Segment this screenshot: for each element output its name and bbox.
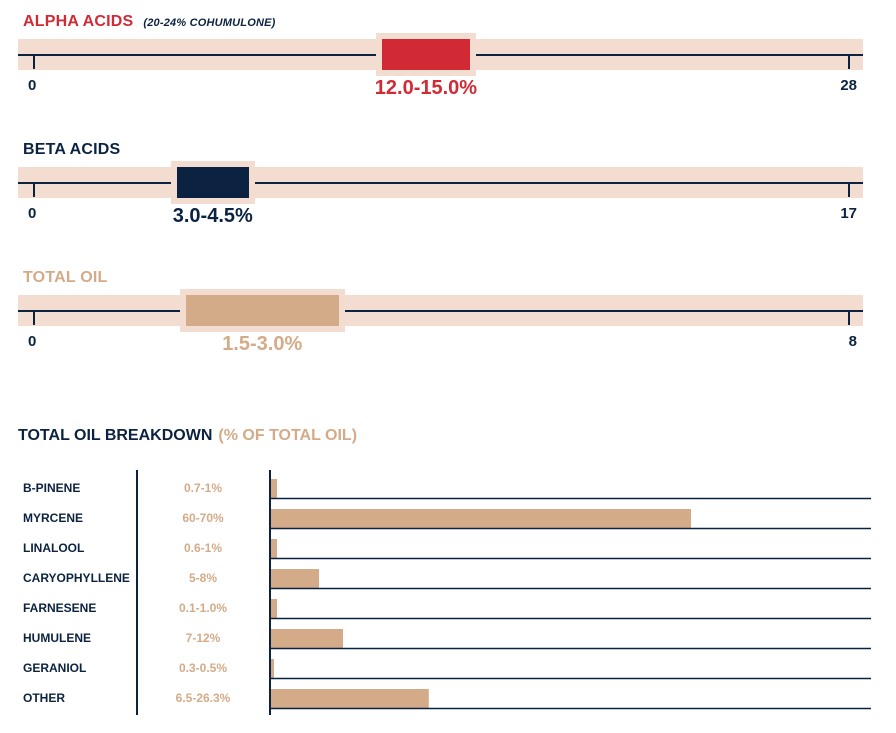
range-value-label: 3.0-4.5% — [172, 205, 253, 227]
category-label: B-PINENE — [23, 481, 80, 495]
range-title-text: BETA ACIDS — [23, 141, 121, 158]
range-value-label: 1.5-3.0% — [222, 333, 303, 355]
range-label: 0.1-1.0% — [179, 601, 227, 615]
oil-breakdown-chart: B-PINENE 0.7-1% MYRCENE 60-70% LINALOOL 0.6-1… — [23, 470, 871, 715]
axis-tick-max — [848, 54, 850, 69]
breakdown-title-text: TOTAL OIL BREAKDOWN — [18, 427, 213, 444]
range-label: 6.5-26.3% — [176, 691, 231, 705]
range-section: TOTAL OIL 1.5-3.0% 0 8 — [0, 269, 896, 389]
bar — [271, 569, 319, 588]
category-label: CARYOPHYLLENE — [23, 571, 130, 585]
range-label: 60-70% — [182, 511, 224, 525]
bar — [271, 689, 429, 708]
range-title-text: ALPHA ACIDS — [23, 13, 134, 30]
axis-min-label: 0 — [28, 333, 37, 350]
category-label: GERANIOL — [23, 661, 86, 675]
range-label: 5-8% — [189, 571, 217, 585]
bar — [271, 659, 274, 678]
range-section: ALPHA ACIDS (20-24% COHUMULONE) 12.0-15.0%… — [0, 13, 896, 133]
category-label: MYRCENE — [23, 511, 83, 525]
breakdown-title: TOTAL OIL BREAKDOWN (% OF TOTAL OIL) — [18, 427, 357, 445]
axis-max-label: 8 — [848, 333, 857, 350]
bar — [271, 599, 277, 618]
breakdown-subtitle: (% OF TOTAL OIL) — [218, 427, 358, 444]
category-label: FARNESENE — [23, 601, 96, 615]
range-block — [185, 295, 339, 326]
bar — [271, 539, 277, 558]
axis-max-label: 28 — [840, 77, 857, 94]
range-value-label: 12.0-15.0% — [374, 77, 478, 99]
range-title: BETA ACIDS — [23, 141, 120, 159]
range-title: ALPHA ACIDS (20-24% COHUMULONE) — [23, 13, 276, 31]
range-label: 0.3-0.5% — [179, 661, 227, 675]
range-label: 0.6-1% — [184, 541, 222, 555]
axis-min-label: 0 — [28, 205, 37, 222]
axis-max-label: 17 — [840, 205, 857, 222]
axis-tick-min — [33, 54, 35, 69]
range-track — [18, 295, 863, 326]
axis-line — [18, 182, 863, 184]
axis-tick-min — [33, 182, 35, 197]
category-label: OTHER — [23, 691, 65, 705]
range-label: 0.7-1% — [184, 481, 222, 495]
range-track — [18, 39, 863, 70]
range-label: 7-12% — [186, 631, 221, 645]
bar — [271, 479, 277, 498]
range-block — [176, 167, 249, 198]
range-section: BETA ACIDS 3.0-4.5% 0 17 — [0, 141, 896, 261]
category-label: HUMULENE — [23, 631, 91, 645]
range-title-text: TOTAL OIL — [23, 269, 108, 286]
axis-tick-min — [33, 310, 35, 325]
axis-tick-max — [848, 182, 850, 197]
range-track — [18, 167, 863, 198]
range-block — [382, 39, 470, 70]
axis-tick-max — [848, 310, 850, 325]
axis-line — [18, 310, 863, 312]
bar — [271, 629, 343, 648]
range-note: (20-24% COHUMULONE) — [143, 17, 276, 29]
category-label: LINALOOL — [23, 541, 84, 555]
bar — [271, 509, 691, 528]
range-title: TOTAL OIL — [23, 269, 107, 287]
axis-min-label: 0 — [28, 77, 37, 94]
